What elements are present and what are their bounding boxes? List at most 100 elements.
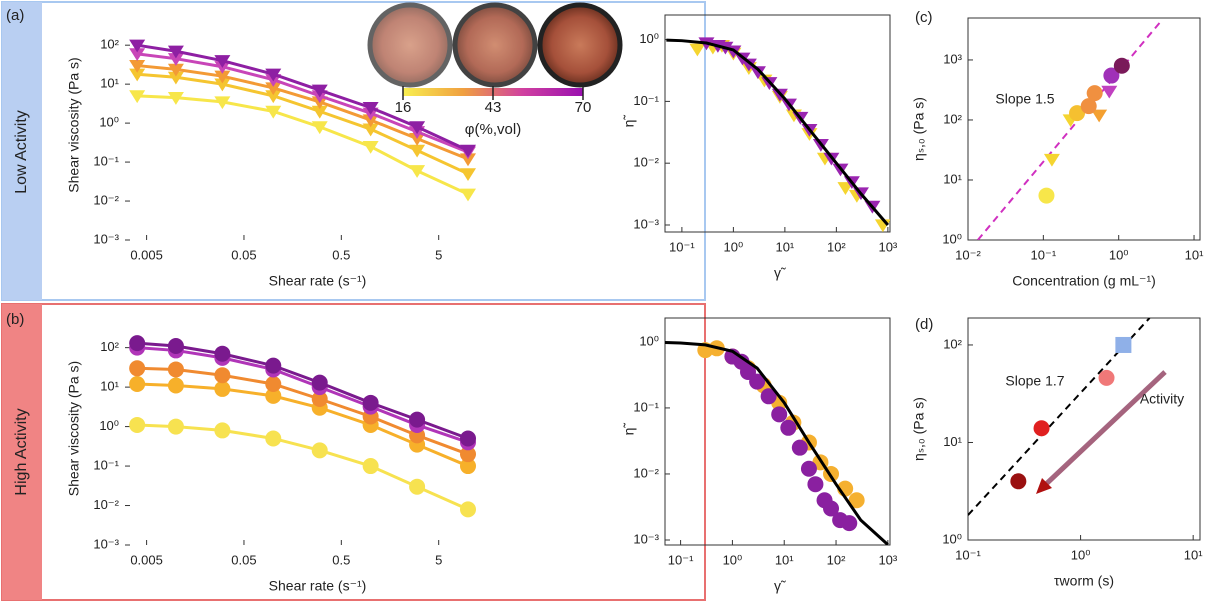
low-strip — [2, 2, 42, 300]
marker — [460, 430, 477, 447]
series — [1069, 105, 1086, 122]
series-line — [137, 64, 469, 161]
marker — [460, 458, 477, 475]
marker — [311, 84, 328, 98]
x-tick-label: 0.05 — [231, 552, 256, 567]
x-tick-label: 10⁰ — [1109, 247, 1129, 262]
series-line — [968, 318, 1151, 516]
y-axis-label: Shear viscosity (Pa s) — [66, 361, 82, 496]
series-line — [137, 94, 469, 196]
series — [1091, 109, 1108, 123]
marker — [409, 133, 426, 146]
marker — [1043, 153, 1060, 167]
y-axis-label: ηₛ,₀ (Pa s) — [911, 397, 927, 461]
x-axis-label: τworm (s) — [1054, 573, 1114, 589]
marker — [311, 390, 328, 407]
series — [697, 340, 865, 509]
marker — [409, 478, 426, 495]
x-tick-label: 10⁻¹ — [955, 547, 981, 562]
x-tick-label: 10⁰ — [724, 239, 744, 254]
y-tick-label: 10² — [943, 111, 962, 126]
y-tick-label: 10⁻² — [633, 155, 659, 170]
high-strip — [2, 304, 42, 600]
x-tick-label: 10¹ — [775, 239, 794, 254]
x-tick-label: 0.5 — [332, 552, 350, 567]
marker — [129, 48, 146, 62]
row-label: High Activity — [13, 408, 30, 495]
marker — [167, 338, 184, 355]
marker — [167, 361, 184, 378]
marker — [265, 375, 282, 392]
y-tick-label: 10² — [943, 336, 962, 351]
marker — [837, 182, 854, 195]
marker — [167, 418, 184, 435]
marker — [460, 168, 477, 182]
series-line — [977, 22, 1161, 240]
marker — [409, 144, 426, 158]
colorbar-tick-label: 16 — [395, 99, 412, 116]
marker — [749, 373, 766, 390]
series — [129, 416, 477, 518]
marker — [1098, 369, 1115, 386]
x-tick-label: 10⁻² — [955, 247, 981, 262]
marker — [265, 82, 282, 96]
x-tick-label: 0.005 — [130, 552, 163, 567]
marker — [1010, 473, 1027, 490]
plot-frame — [967, 17, 1201, 241]
marker — [265, 105, 282, 119]
marker — [265, 387, 282, 404]
series — [129, 90, 477, 202]
y-tick-label: 10⁻¹ — [633, 399, 659, 414]
marker — [460, 446, 477, 463]
y-tick-label: 10⁰ — [942, 231, 962, 246]
marker — [129, 335, 146, 352]
colorbar-tick-label: 43 — [485, 99, 502, 116]
series — [1010, 473, 1027, 490]
x-tick-label: 0.05 — [231, 247, 256, 262]
marker — [771, 406, 788, 423]
x-tick-label: 10² — [827, 552, 846, 567]
marker — [167, 63, 184, 77]
y-tick-label: 10⁻¹ — [633, 93, 659, 108]
marker — [362, 394, 379, 411]
annotation: Slope 1.5 — [995, 91, 1054, 107]
y-tick-label: 10² — [100, 339, 119, 354]
x-tick-label: 10⁻¹ — [1031, 247, 1057, 262]
y-tick-label: 10⁻³ — [93, 231, 119, 246]
marker — [129, 68, 146, 82]
x-tick-label: 10⁻¹ — [669, 239, 695, 254]
series — [666, 38, 890, 226]
y-tick-label: 10² — [100, 37, 119, 52]
y-tick-label: 10⁰ — [942, 531, 962, 546]
marker — [129, 375, 146, 392]
y-tick-label: 10⁻¹ — [93, 154, 119, 169]
marker — [214, 55, 231, 68]
series — [689, 39, 890, 232]
series-line — [136, 43, 469, 152]
marker — [214, 422, 231, 439]
series-line — [666, 38, 890, 226]
y-tick-label: 10⁻³ — [93, 536, 119, 551]
series — [665, 340, 889, 545]
marker — [460, 144, 477, 158]
marker — [129, 360, 146, 377]
y-tick-label: 10¹ — [100, 379, 119, 394]
x-tick-label: 10² — [827, 239, 846, 254]
x-tick-label: 0.005 — [130, 247, 163, 262]
y-tick-label: 10⁰ — [639, 31, 659, 46]
y-tick-label: 10⁻² — [93, 192, 119, 207]
marker — [311, 374, 328, 391]
series — [129, 59, 477, 167]
y-tick-label: 10⁰ — [99, 115, 119, 130]
plot-frame — [967, 317, 1201, 541]
marker — [689, 43, 706, 57]
series — [1080, 85, 1103, 115]
series — [1043, 114, 1079, 167]
plot-frame — [664, 317, 891, 546]
series — [1098, 369, 1115, 386]
series — [129, 68, 477, 182]
x-tick-label: 5 — [435, 247, 442, 262]
marker — [1103, 67, 1120, 84]
x-tick-label: 10⁰ — [723, 552, 743, 567]
series — [1033, 420, 1050, 437]
